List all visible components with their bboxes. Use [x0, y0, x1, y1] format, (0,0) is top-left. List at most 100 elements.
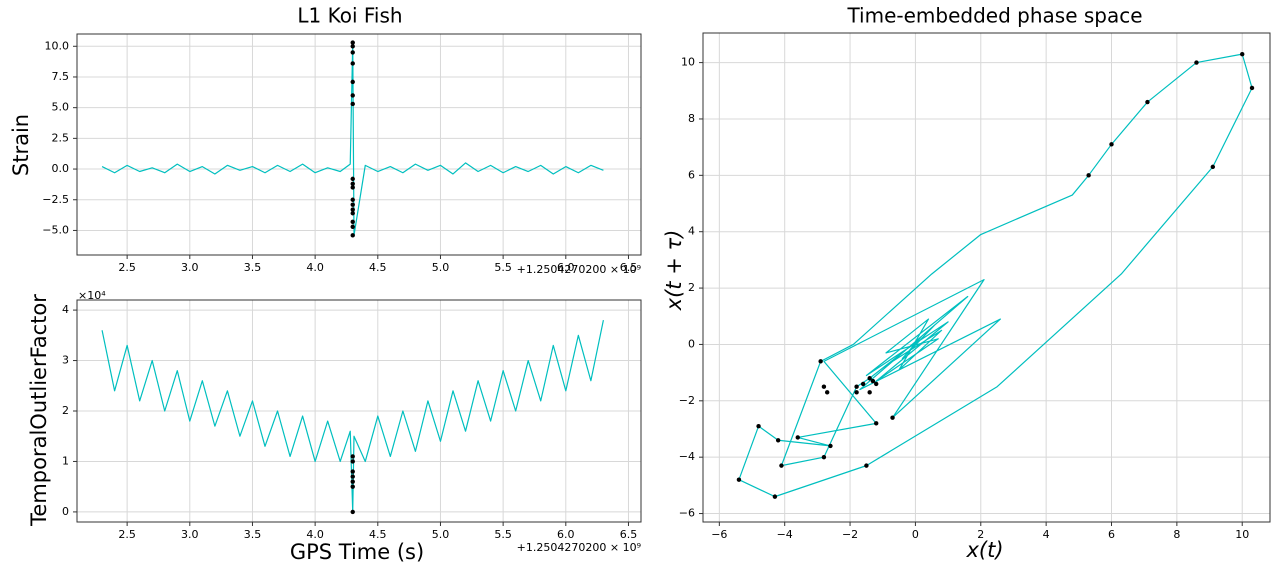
outlier-point — [350, 79, 355, 85]
x-tick-label: 2 — [977, 528, 984, 541]
x-tick-label: 4.5 — [369, 261, 387, 274]
x-tick-label: −2 — [842, 528, 858, 541]
outlier-point — [350, 50, 355, 55]
x-tick-label: 3.0 — [181, 261, 199, 274]
y-tick-label: −6 — [679, 507, 695, 520]
axes-frame — [702, 32, 1271, 523]
outlier-point — [864, 463, 869, 468]
outlier-point — [1194, 60, 1199, 65]
x-tick-label: 4.5 — [369, 528, 387, 541]
x-tick-label: 6.0 — [557, 528, 575, 541]
outlier-point — [824, 390, 830, 395]
x-axis-label: x(t) — [965, 538, 1003, 562]
outlier-point — [1240, 51, 1245, 57]
y-tick-label: 2.5 — [52, 131, 70, 144]
x-tick-label: 3.5 — [244, 261, 262, 274]
x-offset-label: +1.2504270200 × 10⁹ — [517, 263, 641, 276]
outlier-point — [870, 378, 876, 384]
x-tick-label: 6.5 — [620, 528, 638, 541]
outlier-point — [350, 211, 355, 216]
outlier-point — [350, 474, 355, 479]
outlier-point — [350, 40, 355, 45]
x-tick-label: 8 — [1173, 528, 1180, 541]
outlier-point — [1210, 164, 1216, 170]
plot-area — [703, 33, 1270, 522]
outlier-point — [350, 469, 355, 474]
outlier-point — [350, 185, 355, 190]
y-tick-label: 5.0 — [52, 101, 70, 114]
y-tick-label: 0 — [688, 337, 695, 350]
x-tick-label: 6 — [1108, 528, 1115, 541]
outlier-point — [775, 438, 781, 443]
outlier-point — [1109, 142, 1114, 147]
outlier-point — [350, 202, 355, 207]
y-tick-label: 8 — [688, 112, 695, 125]
outlier-point — [795, 435, 800, 440]
outlier-point — [350, 233, 355, 238]
x-tick-label: 10 — [1235, 528, 1249, 541]
y-tick-label: 6 — [688, 168, 695, 181]
outlier-point — [350, 509, 355, 515]
x-tick-label: 5.5 — [494, 528, 512, 541]
outlier-point — [350, 44, 355, 49]
y-tick-label: 3 — [62, 354, 69, 367]
x-tick-label: 3.0 — [181, 528, 199, 541]
x-tick-label: 2.5 — [118, 261, 136, 274]
outlier-point — [350, 93, 355, 98]
y-offset-label: ×10⁴ — [78, 289, 106, 302]
y-tick-label: 10.0 — [45, 39, 70, 52]
outlier-point — [1145, 99, 1150, 105]
x-tick-label: 5.5 — [494, 261, 512, 274]
y-tick-label: 2 — [62, 404, 69, 417]
x-tick-label: 6.0 — [557, 261, 575, 274]
y-tick-label: 0.0 — [52, 162, 70, 175]
x-offset-label: +1.2504270200 × 10⁹ — [517, 541, 641, 554]
chart-title: L1 Koi Fish — [297, 4, 402, 28]
x-tick-label: 5.0 — [432, 528, 450, 541]
outlier-point — [818, 359, 823, 364]
outlier-point — [874, 381, 879, 387]
outlier-point — [350, 207, 355, 212]
outlier-point — [874, 421, 879, 426]
outlier-point — [350, 101, 355, 107]
y-tick-label: 4 — [688, 225, 695, 238]
x-tick-label: 2.5 — [118, 528, 136, 541]
y-axis-label: Strain — [9, 114, 33, 176]
outlier-point — [350, 459, 355, 464]
x-tick-label: 5.0 — [432, 261, 450, 274]
outlier-point — [779, 463, 784, 468]
outlier-point — [350, 181, 355, 186]
outlier-point — [756, 423, 761, 429]
outlier-point — [350, 454, 355, 459]
y-tick-label: −2.5 — [42, 193, 69, 206]
y-axis-label: TemporalOutlierFactor — [27, 294, 51, 527]
y-tick-label: 0 — [62, 505, 69, 518]
chart-title: Time-embedded phase space — [846, 4, 1142, 28]
axes-frame — [76, 299, 642, 523]
x-tick-label: −4 — [777, 528, 793, 541]
outlier-point — [350, 484, 355, 489]
outlier-point — [890, 415, 895, 420]
outlier-point — [867, 390, 872, 395]
outlier-point — [736, 477, 742, 482]
x-tick-label: 4 — [1043, 528, 1050, 541]
y-tick-label: −5.0 — [42, 223, 69, 236]
outlier-point — [350, 197, 355, 202]
outlier-point — [350, 176, 355, 182]
y-tick-label: 7.5 — [52, 70, 70, 83]
axes-frame — [76, 33, 642, 256]
outlier-point — [772, 494, 778, 499]
outlier-point — [350, 61, 355, 66]
x-tick-label: 6.5 — [620, 261, 638, 274]
y-tick-label: −2 — [679, 394, 695, 407]
outlier-point — [350, 479, 355, 484]
outlier-point — [854, 384, 859, 389]
x-tick-label: 4.0 — [306, 528, 324, 541]
outlier-point — [1086, 173, 1091, 178]
x-tick-label: 3.5 — [244, 528, 262, 541]
outlier-point — [867, 376, 872, 381]
y-tick-label: −4 — [679, 450, 695, 463]
x-tick-label: −6 — [711, 528, 727, 541]
outlier-point — [350, 224, 355, 229]
